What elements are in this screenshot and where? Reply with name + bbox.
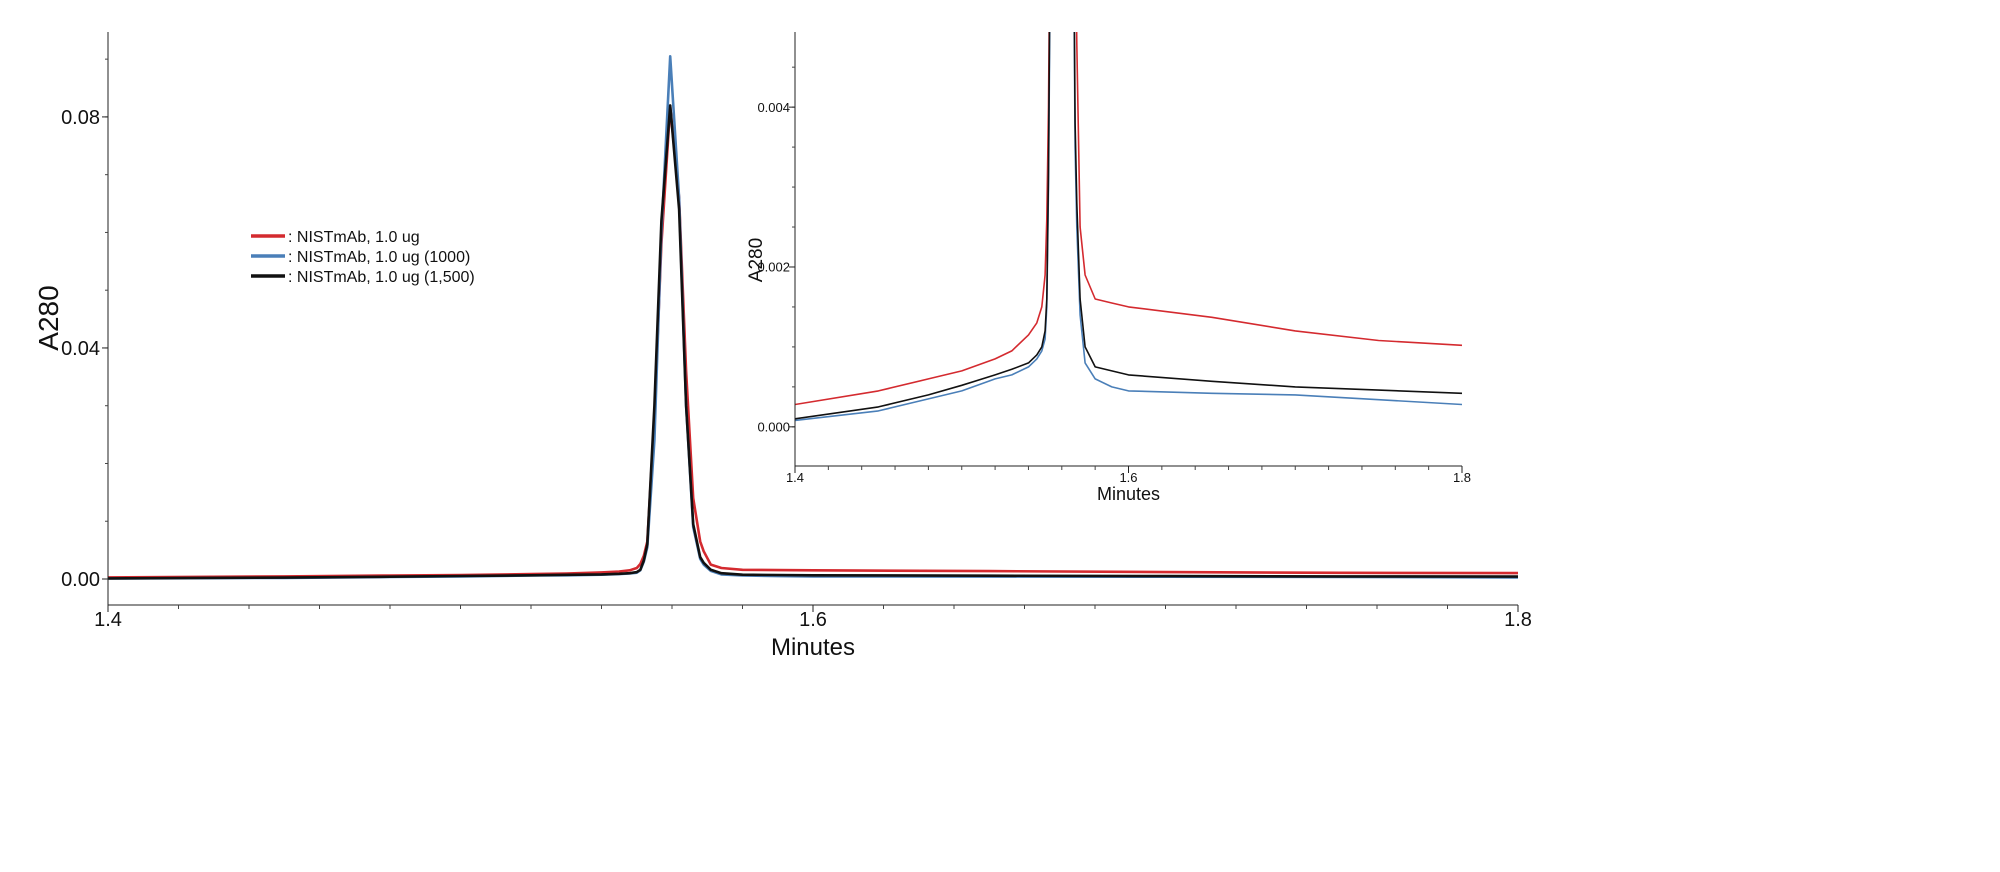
inset-chart: 0.000 0.002 0.004 1.4 1.6 1.8 Minutes A280 xyxy=(746,32,1471,504)
main-y-tick-label: 0.04 xyxy=(61,338,100,360)
inset-x-tick-label: 1.6 xyxy=(1119,470,1137,485)
inset-x-axis-title: Minutes xyxy=(1097,484,1160,504)
main-series-line-0 xyxy=(108,105,1518,579)
main-series-line-2 xyxy=(108,104,1518,580)
main-y-tick-label: 0.00 xyxy=(61,569,100,591)
inset-x-tick-label: 1.4 xyxy=(786,470,804,485)
main-y-axis-title: A280 xyxy=(33,285,64,350)
inset-y-tick-label: 0.000 xyxy=(757,420,790,435)
inset-y-axis-title: A280 xyxy=(746,238,767,282)
main-x-axis-title: Minutes xyxy=(771,634,855,661)
main-y-tick-label: 0.08 xyxy=(61,107,100,129)
legend-label-1: : NISTmAb, 1.0 ug (1000) xyxy=(288,249,470,266)
legend-label-0: : NISTmAb, 1.0 ug xyxy=(288,229,420,246)
inset-series-line-2 xyxy=(795,32,1462,420)
main-x-tick-label: 1.6 xyxy=(799,609,827,631)
inset-series-line-0 xyxy=(795,32,1462,406)
main-series-line-1 xyxy=(108,55,1518,580)
inset-series-line-1 xyxy=(795,32,1462,422)
legend: : NISTmAb, 1.0 ug : NISTmAb, 1.0 ug (1000… xyxy=(251,229,475,286)
main-x-tick-label: 1.8 xyxy=(1504,609,1532,631)
inset-y-tick-label: 0.004 xyxy=(757,100,790,115)
inset-x-tick-label: 1.8 xyxy=(1453,470,1471,485)
main-x-tick-label: 1.4 xyxy=(94,609,122,631)
inset-y-tick-label: 0.002 xyxy=(757,260,790,275)
legend-label-2: : NISTmAb, 1.0 ug (1,500) xyxy=(288,269,475,286)
main-chart: 0.00 0.04 0.08 1.4 1.6 1.8 Minutes A280 xyxy=(33,32,1532,661)
